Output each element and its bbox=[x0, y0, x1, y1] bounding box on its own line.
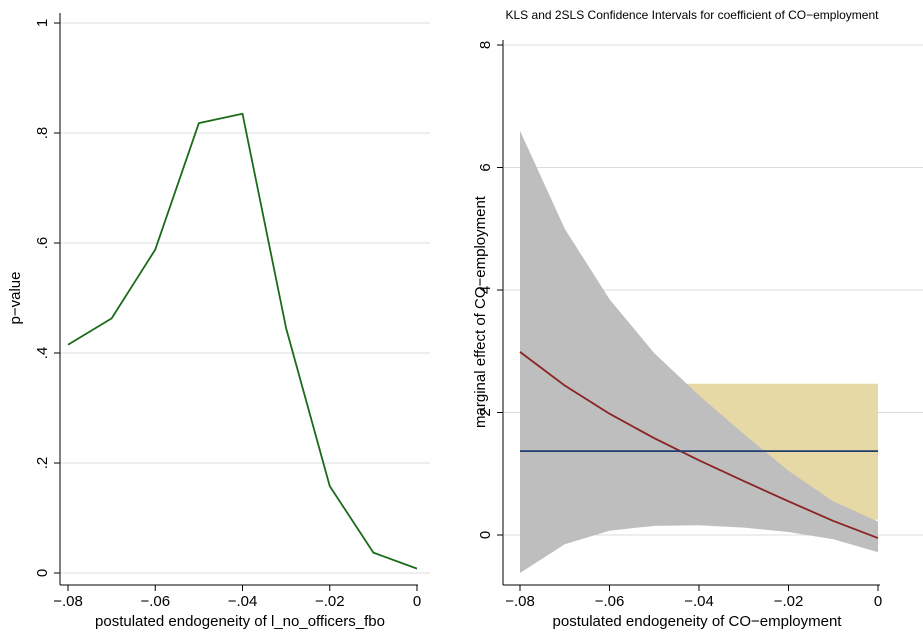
right-series-line-0 bbox=[519, 351, 879, 539]
right-chart-panel: KLS and 2SLS Confidence Intervals for co… bbox=[460, 0, 923, 632]
right-x-tick-label: −.08 bbox=[505, 593, 535, 610]
left-y-tick-label: .4 bbox=[34, 347, 51, 360]
left-x-tick-label: 0 bbox=[413, 593, 421, 610]
right-y-axis-title: marginal effect of CO−employment bbox=[472, 195, 489, 428]
left-series-line-0 bbox=[67, 112, 418, 570]
left-y-tick-label: .6 bbox=[34, 237, 51, 250]
right-y-tick-label: 0 bbox=[477, 531, 494, 539]
right-y-tick-label: 4 bbox=[477, 286, 494, 294]
right-y-tick-label: 6 bbox=[477, 163, 494, 171]
right-x-tick-label: −.06 bbox=[595, 593, 625, 610]
right-x-tick-label: −.02 bbox=[774, 593, 804, 610]
left-y-axis-title: p−value bbox=[7, 272, 24, 325]
left-x-tick-label: −.02 bbox=[315, 593, 345, 610]
right-axes: 0 2 4 6 8 −.08 −.06 −.04 −.02 0 bbox=[477, 40, 882, 610]
right-x-axis-title: postulated endogeneity of CO−employment bbox=[553, 613, 843, 630]
left-y-tick-label: .8 bbox=[34, 127, 51, 140]
left-y-tick-label: .2 bbox=[34, 457, 51, 470]
left-x-tick-label: −.06 bbox=[140, 593, 170, 610]
right-y-tick-label: 2 bbox=[477, 408, 494, 416]
right-x-tick-label: 0 bbox=[874, 593, 882, 610]
right-confidence-band-1 bbox=[520, 130, 878, 573]
left-y-tick-label: 1 bbox=[34, 19, 51, 27]
left-plot-area bbox=[67, 112, 418, 570]
right-y-tick-label: 8 bbox=[477, 41, 494, 49]
left-x-tick-label: −.04 bbox=[228, 593, 258, 610]
right-chart-title: KLS and 2SLS Confidence Intervals for co… bbox=[506, 8, 880, 22]
left-y-tick-label: 0 bbox=[34, 569, 51, 577]
left-x-tick-label: −.08 bbox=[53, 593, 83, 610]
left-x-axis-title: postulated endogeneity of l_no_officers_… bbox=[95, 613, 385, 630]
right-x-tick-label: −.04 bbox=[684, 593, 714, 610]
left-chart-panel: 0 .2 .4 .6 .8 1 −.08 −.06 −.04 −.02 0 postulated e… bbox=[0, 0, 446, 632]
right-plot-area bbox=[519, 130, 879, 573]
left-axes: 0 .2 .4 .6 .8 1 −.08 −.06 −.04 −.02 0 bbox=[34, 13, 421, 610]
